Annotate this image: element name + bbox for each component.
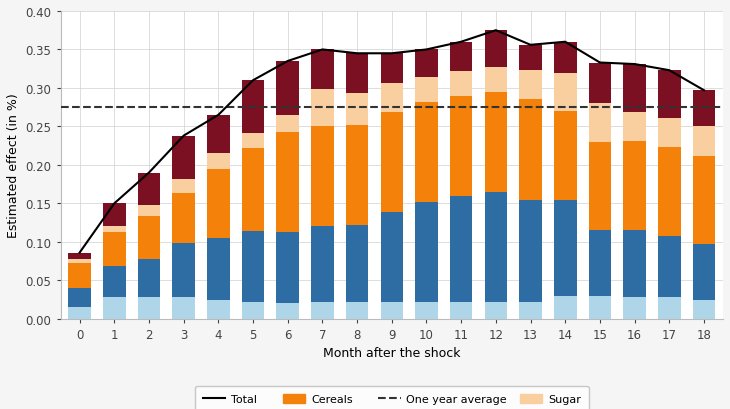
Bar xyxy=(623,65,646,112)
Bar xyxy=(138,217,161,259)
Bar xyxy=(311,227,334,302)
Bar xyxy=(346,302,369,319)
Bar xyxy=(588,296,611,319)
Bar xyxy=(69,263,91,288)
Bar xyxy=(380,83,403,112)
Bar xyxy=(172,297,195,319)
Bar xyxy=(69,308,91,319)
Bar xyxy=(658,148,680,236)
Bar xyxy=(103,204,126,227)
Bar xyxy=(380,302,403,319)
Bar xyxy=(207,169,230,238)
Bar xyxy=(415,302,438,319)
Bar xyxy=(207,300,230,319)
Bar xyxy=(415,78,438,103)
Bar xyxy=(138,205,161,217)
Bar xyxy=(623,297,646,319)
Bar xyxy=(277,232,299,303)
Bar xyxy=(242,133,264,148)
Bar xyxy=(519,71,542,100)
Bar xyxy=(485,192,507,302)
Bar xyxy=(450,43,472,72)
Bar xyxy=(693,127,715,156)
Bar xyxy=(554,296,577,319)
Bar xyxy=(554,112,577,200)
Bar xyxy=(623,112,646,142)
Bar xyxy=(311,302,334,319)
Bar xyxy=(346,54,369,93)
X-axis label: Month after the shock: Month after the shock xyxy=(323,346,461,360)
Bar xyxy=(450,72,472,97)
Bar xyxy=(658,119,680,148)
Bar xyxy=(415,202,438,302)
Bar xyxy=(485,92,507,192)
Bar xyxy=(380,54,403,83)
Bar xyxy=(519,302,542,319)
Bar xyxy=(311,127,334,227)
Bar xyxy=(69,288,91,308)
Bar xyxy=(658,297,680,319)
Bar xyxy=(485,302,507,319)
Bar xyxy=(693,300,715,319)
Bar xyxy=(623,142,646,230)
Bar xyxy=(380,212,403,302)
Bar xyxy=(450,302,472,319)
Bar xyxy=(172,180,195,194)
Bar xyxy=(485,31,507,68)
Bar xyxy=(588,142,611,231)
Bar xyxy=(103,297,126,319)
Bar xyxy=(588,231,611,296)
Bar xyxy=(346,93,369,126)
Bar xyxy=(588,63,611,104)
Bar xyxy=(207,116,230,154)
Bar xyxy=(554,43,577,73)
Bar xyxy=(519,46,542,71)
Bar xyxy=(242,81,264,133)
Bar xyxy=(450,97,472,196)
Y-axis label: Estimated effect (in %): Estimated effect (in %) xyxy=(7,93,20,238)
Bar xyxy=(658,71,680,119)
Bar xyxy=(693,156,715,245)
Bar xyxy=(693,245,715,300)
Bar xyxy=(242,231,264,302)
Bar xyxy=(138,259,161,297)
Bar xyxy=(588,104,611,142)
Bar xyxy=(103,227,126,232)
Bar xyxy=(172,194,195,244)
Legend: Total, Energy, Cereals, Fertilizers, One year average, Oils, Sugar: Total, Energy, Cereals, Fertilizers, One… xyxy=(195,386,588,409)
Bar xyxy=(103,267,126,297)
Bar xyxy=(346,126,369,225)
Bar xyxy=(242,148,264,231)
Bar xyxy=(172,136,195,180)
Bar xyxy=(207,154,230,169)
Bar xyxy=(242,302,264,319)
Bar xyxy=(415,50,438,78)
Bar xyxy=(277,133,299,232)
Bar xyxy=(311,90,334,127)
Bar xyxy=(519,200,542,302)
Bar xyxy=(172,244,195,297)
Bar xyxy=(69,259,91,263)
Bar xyxy=(103,232,126,267)
Bar xyxy=(138,173,161,205)
Bar xyxy=(450,196,472,302)
Bar xyxy=(485,68,507,92)
Bar xyxy=(519,100,542,200)
Bar xyxy=(69,253,91,259)
Bar xyxy=(277,116,299,133)
Bar xyxy=(207,238,230,300)
Bar xyxy=(693,91,715,127)
Bar xyxy=(277,62,299,116)
Bar xyxy=(658,236,680,297)
Bar xyxy=(380,112,403,212)
Bar xyxy=(415,103,438,202)
Bar xyxy=(311,50,334,90)
Bar xyxy=(554,73,577,112)
Bar xyxy=(346,225,369,302)
Bar xyxy=(138,297,161,319)
Bar xyxy=(623,230,646,297)
Bar xyxy=(277,303,299,319)
Bar xyxy=(554,200,577,296)
